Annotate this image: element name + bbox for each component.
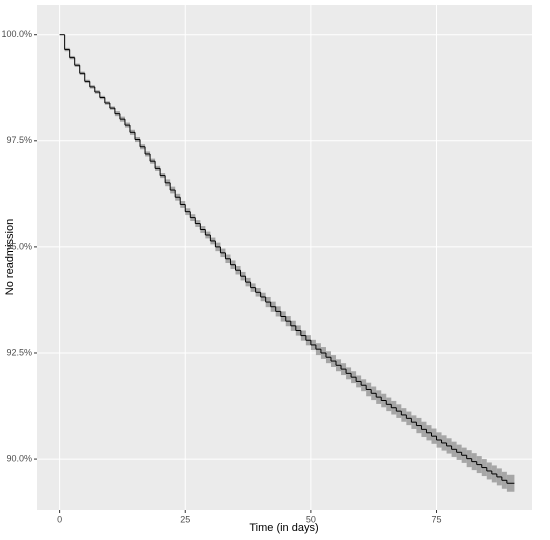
y-tick-label: 92.5% <box>6 347 32 357</box>
y-tick-label: 95.0% <box>6 241 32 251</box>
y-axis-label: No readmission <box>4 219 16 295</box>
y-tick-label: 97.5% <box>6 135 32 145</box>
panel <box>37 5 532 510</box>
x-tick-label: 25 <box>180 514 190 524</box>
y-tick-label: 100.0% <box>1 29 32 39</box>
x-tick-label: 0 <box>57 514 62 524</box>
y-tick-label: 90.0% <box>6 453 32 463</box>
x-tick-label: 50 <box>306 514 316 524</box>
x-axis-label: Time (in days) <box>249 522 318 534</box>
x-tick-label: 75 <box>432 514 442 524</box>
